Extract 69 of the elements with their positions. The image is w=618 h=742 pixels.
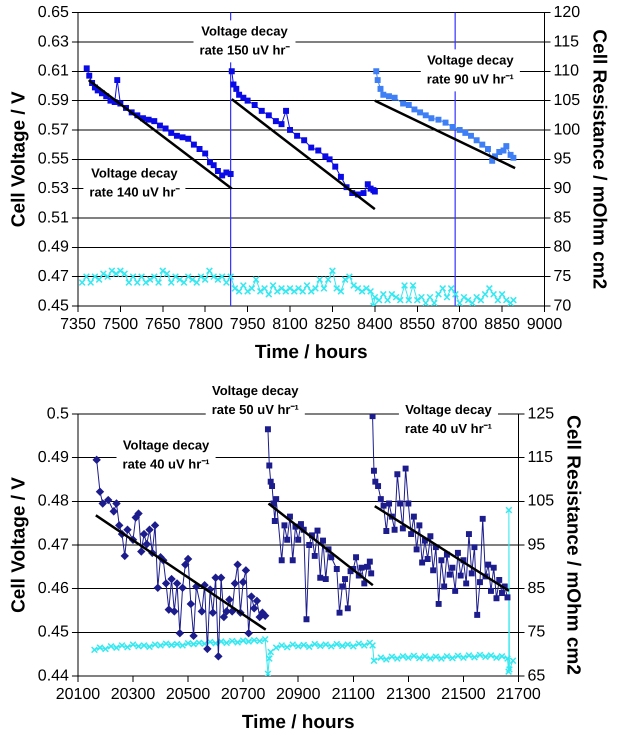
y2-tick-label: 105 <box>554 92 580 110</box>
x-axis-title: Time / hours <box>242 712 355 733</box>
y-tick-label: 0.51 <box>38 209 70 226</box>
y-tick-label: 0.59 <box>38 92 70 110</box>
y2-axis-title: Cell Resistance / mOhm cm2 <box>562 415 584 675</box>
y-tick-label: 0.47 <box>38 536 70 554</box>
y-tick-label: 0.45 <box>38 624 70 641</box>
x-tick-label: 20500 <box>166 686 210 704</box>
y2-tick-label: 100 <box>554 121 580 138</box>
y-tick-label: 0.49 <box>38 449 70 466</box>
y-tick-label: 0.65 <box>38 4 70 22</box>
y2-tick-label: 120 <box>554 4 580 22</box>
annotation: Voltage decay rate 40 uV hr⁻¹ <box>122 437 210 472</box>
x-tick-label: 21100 <box>332 686 376 704</box>
annotation: Voltage decay rate 90 uV hr⁻¹ <box>426 52 514 86</box>
y2-tick-label: 115 <box>528 449 554 466</box>
x-tick-label: 8100 <box>272 316 308 334</box>
y-tick-label: 0.57 <box>38 121 70 138</box>
y2-tick-label: 85 <box>554 209 572 226</box>
y-tick-label: 0.5 <box>46 405 70 422</box>
y2-tick-label: 80 <box>554 238 572 256</box>
y-tick-label: 0.45 <box>38 297 70 314</box>
y-tick-label: 0.55 <box>38 150 70 168</box>
y2-tick-label: 75 <box>528 624 546 641</box>
y2-tick-label: 115 <box>554 33 580 50</box>
x-tick-label: 9000 <box>526 316 562 334</box>
x-tick-label: 20300 <box>110 686 156 704</box>
x-tick-label: 20100 <box>56 686 100 704</box>
y2-tick-label: 95 <box>528 536 546 554</box>
x-tick-label: 20700 <box>220 686 266 704</box>
x-tick-label: 8250 <box>314 316 350 334</box>
annotation: Voltage decay rate 40 uV hr⁻¹ <box>404 402 492 436</box>
x-tick-label: 21700 <box>496 686 541 704</box>
y2-tick-label: 105 <box>528 492 554 510</box>
x-tick-label: 7350 <box>60 316 96 334</box>
annotation: Voltage decay rate 140 uV hr⁻ <box>89 166 180 200</box>
x-tick-label: 7800 <box>187 316 224 334</box>
y2-tick-label: 65 <box>528 667 546 684</box>
y-tick-label: 0.49 <box>38 238 70 256</box>
x-tick-label: 20900 <box>276 686 321 704</box>
y2-axis-title: Cell Resistance / mOhm cm2 <box>588 29 610 290</box>
y2-tick-label: 125 <box>528 405 554 422</box>
annotation: Voltage decay rate 150 uV hr⁻ <box>200 23 290 58</box>
y2-tick-label: 95 <box>554 150 572 168</box>
y-tick-label: 0.47 <box>38 268 70 286</box>
x-axis-title: Time / hours <box>254 342 368 363</box>
y-tick-label: 0.61 <box>38 62 70 80</box>
x-tick-label: 8400 <box>357 316 393 334</box>
annotation: Voltage decay rate 50 uV hr⁻¹ <box>212 382 300 417</box>
x-tick-label: 7500 <box>102 316 138 334</box>
y-tick-label: 0.46 <box>38 580 70 598</box>
y-axis-title: Cell Voltage / V <box>8 476 30 613</box>
x-tick-label: 21500 <box>441 686 486 704</box>
y2-tick-label: 85 <box>528 580 546 598</box>
y2-tick-label: 70 <box>554 297 572 314</box>
y-tick-label: 0.53 <box>38 180 70 198</box>
y2-tick-label: 75 <box>554 268 572 286</box>
y-tick-label: 0.63 <box>38 33 70 50</box>
y-tick-label: 0.48 <box>38 492 70 510</box>
x-tick-label: 8850 <box>484 316 520 334</box>
y-tick-label: 0.44 <box>38 667 70 684</box>
y2-tick-label: 110 <box>554 62 580 80</box>
x-tick-label: 7650 <box>144 316 181 334</box>
x-tick-label: 21300 <box>386 686 431 704</box>
x-tick-label: 7950 <box>230 316 266 334</box>
y2-tick-label: 90 <box>554 180 572 198</box>
y-axis-title: Cell Voltage / V <box>8 91 30 228</box>
x-tick-label: 8550 <box>399 316 436 334</box>
x-tick-label: 8700 <box>442 316 478 334</box>
